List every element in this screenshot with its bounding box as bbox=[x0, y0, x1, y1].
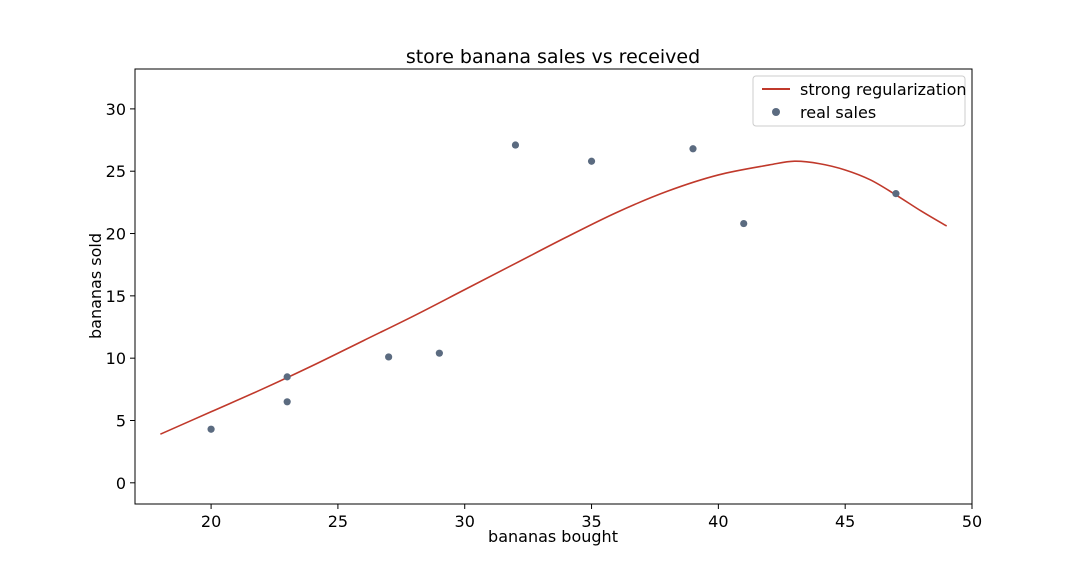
series-line-strong-regularization bbox=[160, 160, 948, 435]
y-tick-label: 20 bbox=[106, 225, 126, 244]
x-tick-label: 40 bbox=[708, 512, 728, 531]
scatter-point-real-sales bbox=[892, 190, 900, 198]
y-tick-label: 30 bbox=[106, 100, 126, 119]
x-tick-label: 30 bbox=[455, 512, 475, 531]
legend-label-line: strong regularization bbox=[800, 80, 967, 99]
scatter-point-real-sales bbox=[511, 141, 520, 149]
x-axis: 20 25 30 35 40 45 50 bbox=[201, 504, 982, 531]
scatter-point-real-sales bbox=[207, 425, 215, 433]
y-axis: 0 5 10 15 20 25 30 bbox=[106, 100, 135, 493]
x-tick-label: 45 bbox=[835, 512, 855, 531]
x-tick-label: 25 bbox=[328, 512, 348, 531]
legend-marker-swatch bbox=[772, 108, 780, 116]
legend-box bbox=[752, 75, 966, 127]
scatter-point-real-sales bbox=[740, 219, 748, 228]
x-tick-label: 50 bbox=[962, 512, 982, 531]
x-axis-label: bananas bought bbox=[488, 527, 618, 546]
x-tick-label: 35 bbox=[581, 512, 601, 531]
legend-label-scatter: real sales bbox=[800, 103, 876, 122]
scatter-point-real-sales bbox=[435, 349, 443, 357]
y-tick-label: 0 bbox=[116, 474, 126, 493]
y-tick-label: 25 bbox=[106, 162, 126, 181]
axes-frame bbox=[134, 68, 973, 505]
scatter-point-real-sales bbox=[385, 353, 393, 361]
scatter-point-real-sales bbox=[689, 145, 697, 153]
y-tick-label: 10 bbox=[106, 349, 126, 368]
y-tick-label: 15 bbox=[106, 287, 126, 306]
legend: strong regularization real sales bbox=[752, 75, 967, 127]
y-tick-label: 5 bbox=[116, 411, 126, 430]
scatter-point-real-sales bbox=[587, 157, 596, 165]
scatter-point-real-sales bbox=[283, 398, 291, 406]
y-axis-label: bananas sold bbox=[86, 233, 105, 339]
plot-area bbox=[160, 141, 948, 435]
scatter-point-real-sales bbox=[283, 373, 291, 381]
chart-title: store banana sales vs received bbox=[406, 46, 700, 68]
x-tick-label: 20 bbox=[201, 512, 221, 531]
